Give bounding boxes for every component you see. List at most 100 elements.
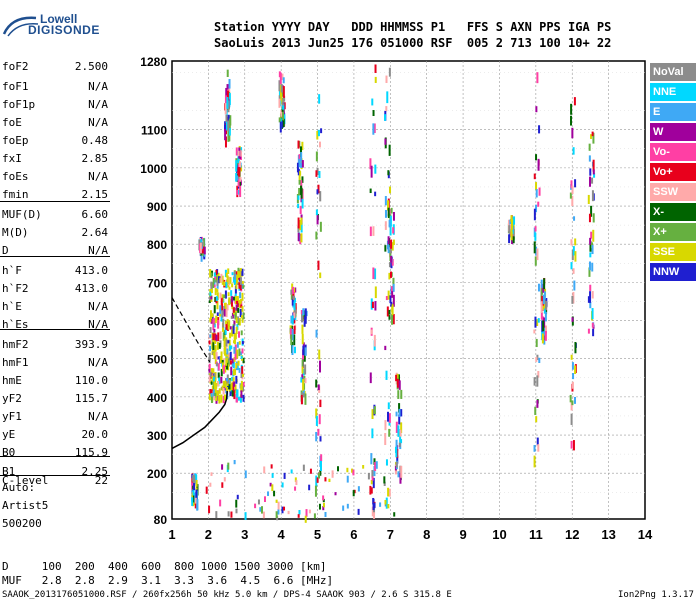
echo-point	[535, 204, 538, 213]
echo-point	[195, 489, 198, 501]
echo-point	[373, 123, 376, 133]
echo-point	[291, 328, 294, 341]
echo-point	[209, 334, 212, 338]
echo-point	[317, 129, 320, 137]
echo-point	[357, 508, 360, 515]
param-value: 110.0	[74, 374, 108, 387]
echo-point	[293, 312, 296, 319]
echo-point	[570, 115, 573, 126]
echo-point	[291, 345, 294, 356]
echo-point	[234, 384, 237, 390]
echo-point	[315, 431, 318, 442]
plot-frame	[171, 60, 646, 520]
echo-point	[387, 200, 390, 211]
echo-point	[319, 470, 322, 476]
param-value: N/A	[88, 116, 108, 129]
echo-point	[231, 272, 234, 276]
separator-line	[0, 256, 110, 257]
echo-point	[213, 324, 216, 328]
echo-point	[225, 357, 228, 361]
y-tick-label: 200	[147, 467, 167, 481]
separator-line	[0, 201, 110, 202]
echo-point	[535, 357, 538, 362]
echo-point	[228, 93, 231, 106]
echo-point	[591, 245, 594, 255]
echo-point	[227, 511, 230, 517]
echo-point	[302, 345, 305, 356]
echo-point	[387, 487, 390, 497]
echo-point	[212, 333, 215, 341]
echo-point	[230, 298, 233, 307]
echo-point	[318, 171, 321, 178]
echo-point	[193, 475, 196, 487]
echo-point	[371, 470, 374, 478]
echo-point	[290, 469, 293, 474]
echo-point	[216, 280, 219, 286]
echo-point	[508, 234, 511, 244]
echo-point	[374, 191, 377, 197]
echo-point	[569, 394, 572, 403]
param-value: 6.60	[81, 208, 109, 221]
echo-point	[231, 389, 234, 397]
echo-point	[214, 357, 217, 365]
echo-point	[211, 313, 214, 318]
echo-point	[317, 184, 320, 194]
echo-point	[271, 473, 274, 478]
echo-point	[238, 318, 241, 326]
echo-point	[543, 335, 546, 345]
echo-point	[541, 333, 544, 344]
echo-point	[205, 486, 208, 494]
echo-point	[588, 261, 591, 271]
echo-point	[351, 468, 354, 473]
echo-point	[216, 390, 219, 397]
echo-point	[225, 109, 228, 121]
echo-point	[217, 372, 220, 379]
echo-point	[398, 403, 401, 413]
x-tick-label: 6	[350, 527, 357, 542]
echo-point	[218, 388, 221, 394]
echo-point	[237, 360, 240, 366]
echo-point	[223, 346, 226, 356]
echo-point	[540, 301, 543, 314]
echo-point	[226, 374, 229, 378]
echo-point	[240, 165, 243, 172]
echo-point	[542, 294, 545, 305]
echo-point	[374, 286, 377, 299]
echo-point	[278, 117, 281, 123]
legend-item: X-	[650, 203, 696, 221]
echo-point	[391, 291, 394, 298]
echo-point	[242, 373, 245, 377]
echo-point	[225, 346, 228, 350]
param-value: N/A	[88, 318, 108, 331]
echo-point	[218, 377, 221, 385]
legend-item: NNW	[650, 263, 696, 281]
echo-point	[386, 91, 389, 104]
echo-point	[302, 368, 305, 376]
echo-point	[389, 248, 392, 254]
echo-point	[221, 303, 224, 312]
echo-point	[267, 491, 270, 496]
y-tick-label: 1000	[140, 162, 167, 176]
echo-point	[227, 292, 230, 297]
x-tick-label: 1	[168, 527, 175, 542]
echo-point	[372, 110, 375, 117]
echo-point	[213, 352, 216, 356]
echo-point	[392, 314, 395, 325]
echo-point	[372, 123, 375, 135]
echo-point	[570, 180, 573, 189]
echo-point	[223, 294, 226, 299]
echo-point	[297, 168, 300, 176]
echo-point	[211, 385, 214, 392]
echo-point	[569, 192, 572, 199]
param-value: 2.500	[74, 60, 108, 73]
echo-point	[241, 386, 244, 392]
echo-point	[211, 375, 214, 382]
echo-point	[210, 296, 213, 300]
echo-point	[534, 406, 537, 415]
echo-point	[592, 229, 595, 242]
echo-point	[508, 225, 511, 234]
echo-point	[315, 170, 318, 177]
echo-point	[570, 401, 573, 411]
echo-point	[217, 381, 220, 387]
echo-point	[389, 224, 392, 236]
